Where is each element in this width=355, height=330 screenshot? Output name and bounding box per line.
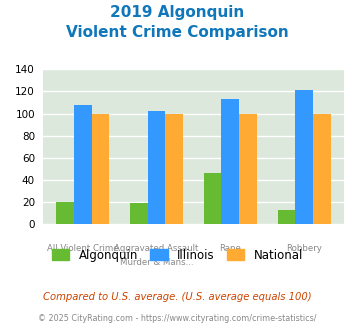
Bar: [222, 99, 239, 224]
Text: 2019 Algonquin: 2019 Algonquin: [110, 5, 245, 20]
Bar: [92, 114, 109, 224]
Bar: [278, 210, 295, 224]
Bar: [130, 203, 148, 224]
Text: Murder & Mans...: Murder & Mans...: [120, 258, 193, 267]
Text: Rape: Rape: [219, 244, 241, 253]
Bar: [295, 90, 313, 224]
Text: Violent Crime Comparison: Violent Crime Comparison: [66, 25, 289, 40]
Text: © 2025 CityRating.com - https://www.cityrating.com/crime-statistics/: © 2025 CityRating.com - https://www.city…: [38, 314, 317, 323]
Bar: [204, 174, 222, 224]
Text: Aggravated Assault: Aggravated Assault: [114, 244, 199, 253]
Text: Compared to U.S. average. (U.S. average equals 100): Compared to U.S. average. (U.S. average …: [43, 292, 312, 302]
Text: All Violent Crime: All Violent Crime: [47, 244, 119, 253]
Bar: [74, 105, 92, 224]
Bar: [165, 114, 183, 224]
Bar: [313, 114, 331, 224]
Bar: [148, 112, 165, 224]
Legend: Algonquin, Illinois, National: Algonquin, Illinois, National: [47, 244, 308, 266]
Bar: [239, 114, 257, 224]
Bar: [56, 202, 74, 224]
Text: Robbery: Robbery: [286, 244, 322, 253]
